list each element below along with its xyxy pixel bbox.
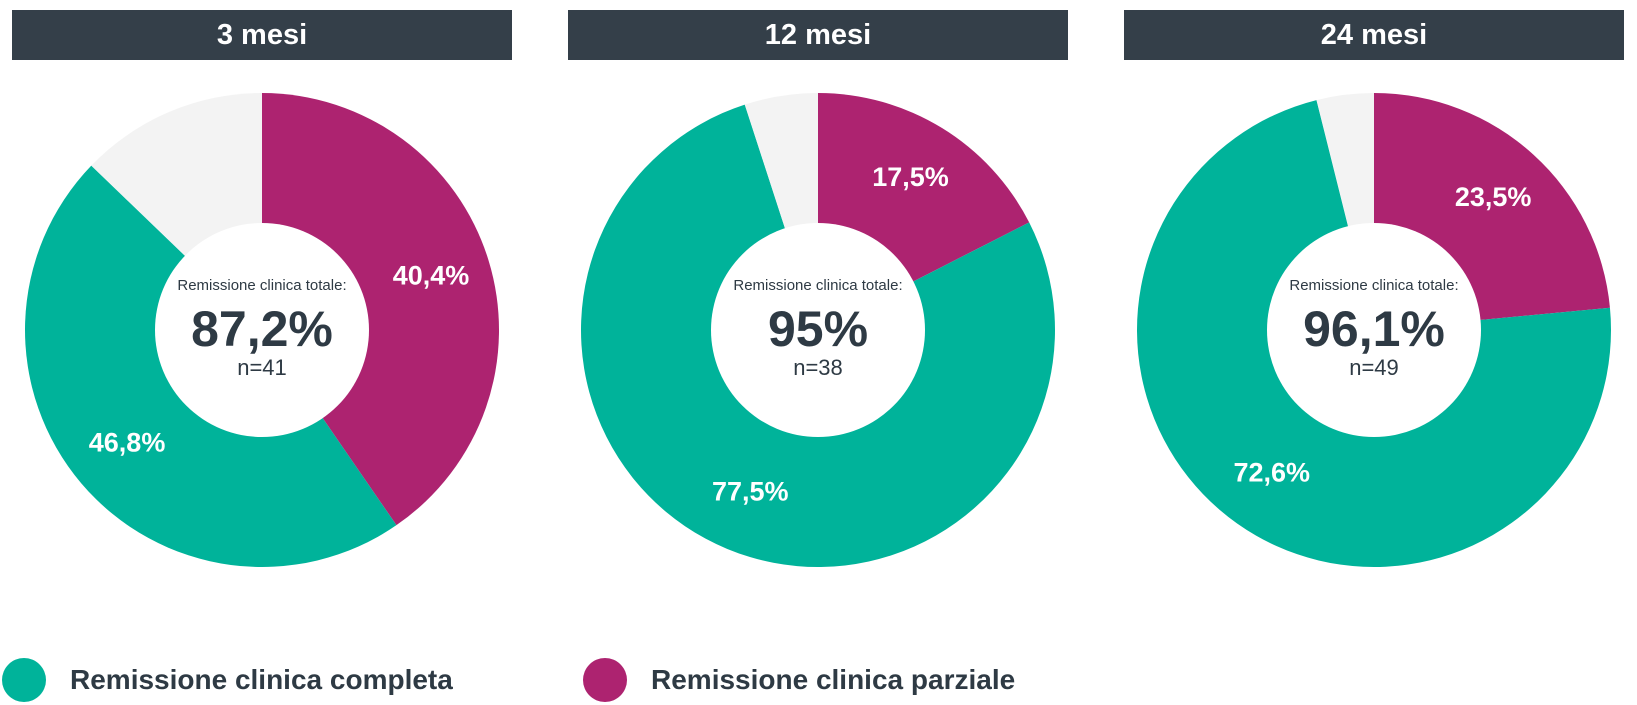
center-sample-size: n=41 <box>237 355 287 380</box>
slice-value-label: 46,8% <box>89 428 166 458</box>
donut-hole <box>155 223 369 437</box>
slice-value-label: 23,5% <box>1455 182 1532 212</box>
chart-panel-24-mesi: 24 mesi 23,5% 72,6% Remissione clinica tot… <box>1124 10 1624 570</box>
chart-panel-3-mesi: 3 mesi 40,4% 46,8% Remissione clinica tota… <box>12 10 512 570</box>
slice-value-label: 17,5% <box>872 162 949 192</box>
donut-chart: 17,5% 77,5% Remissione clinica totale: 95%n… <box>581 93 1055 567</box>
legend-item-parziale: Remissione clinica parziale <box>583 655 1015 705</box>
legend-swatch-parziale <box>583 658 627 702</box>
pie-slice-remissione-clinica-parziale <box>262 93 499 526</box>
center-sample-size: n=38 <box>793 355 843 380</box>
donut-hole <box>711 223 925 437</box>
donut-hole <box>1267 223 1481 437</box>
chart-panel-12-mesi: 12 mesi 17,5% 77,5% Remissione clinica tot… <box>568 10 1068 570</box>
legend-label: Remissione clinica parziale <box>651 664 1016 695</box>
center-total-value: 95% <box>768 301 868 357</box>
panel-title: 24 mesi <box>1124 10 1624 60</box>
center-caption: Remissione clinica totale: <box>177 277 346 294</box>
center-total-value: 87,2% <box>191 301 333 357</box>
legend-item-completa: Remissione clinica completa <box>2 655 453 705</box>
donut-chart: 23,5% 72,6% Remissione clinica totale: 96,1… <box>1136 93 1611 568</box>
slice-value-label: 72,6% <box>1233 458 1310 488</box>
slice-value-label: 77,5% <box>712 477 789 507</box>
center-total-value: 96,1% <box>1303 301 1445 357</box>
panel-title: 3 mesi <box>12 10 512 60</box>
legend-label: Remissione clinica completa <box>70 664 453 695</box>
center-sample-size: n=49 <box>1349 355 1399 380</box>
legend-swatch-completa <box>2 658 46 702</box>
center-caption: Remissione clinica totale: <box>733 277 902 294</box>
panel-title: 12 mesi <box>568 10 1068 60</box>
slice-value-label: 40,4% <box>393 261 470 291</box>
donut-chart: 40,4% 46,8% Remissione clinica totale: 87,2… <box>25 93 499 567</box>
center-caption: Remissione clinica totale: <box>1289 277 1458 294</box>
